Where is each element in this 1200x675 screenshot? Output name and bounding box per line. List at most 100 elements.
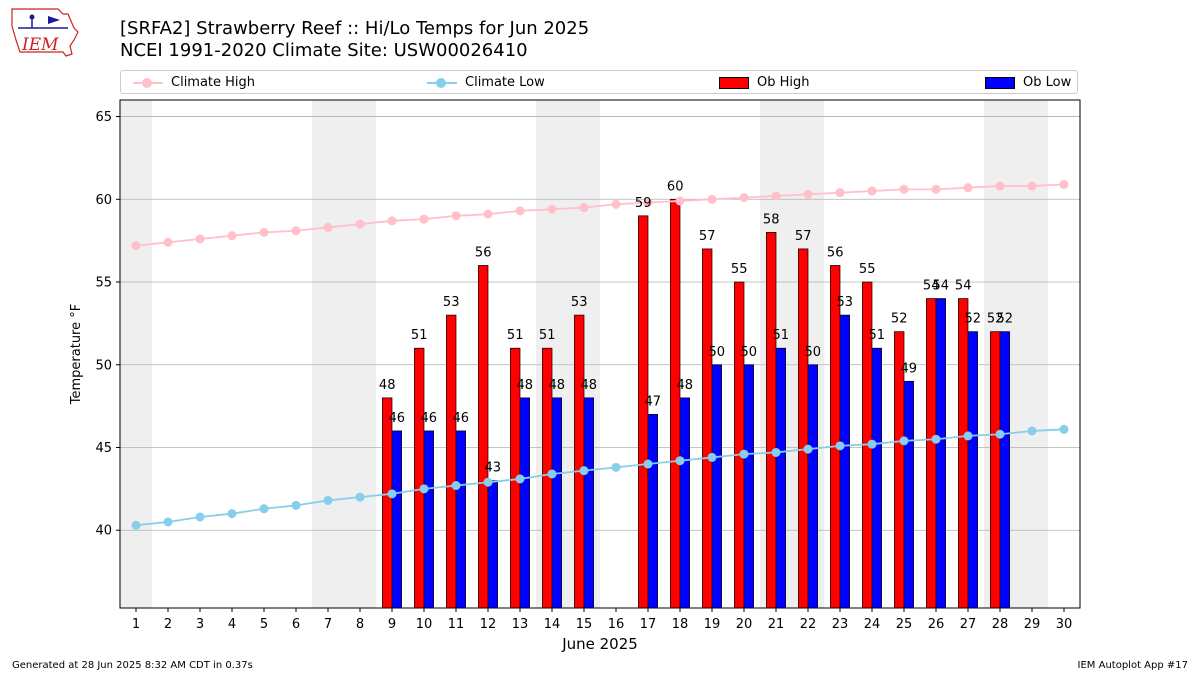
bar-ob-high-10 <box>414 347 425 609</box>
point-climate-low-21 <box>771 447 781 457</box>
point-climate-low-24 <box>867 439 877 449</box>
x-tick-label-20: 20 <box>736 617 753 632</box>
bar-ob-high-28 <box>990 331 1001 609</box>
bar-label-ob-low-23: 53 <box>837 295 854 310</box>
bar-label-ob-high-20: 55 <box>731 262 748 277</box>
bar-label-ob-high-27: 54 <box>955 279 972 294</box>
bar-label-ob-high-24: 55 <box>859 262 876 277</box>
bar-label-ob-high-26: 54 <box>923 279 940 294</box>
point-climate-low-23 <box>835 441 845 451</box>
x-axis-label: June 2025 <box>561 635 638 653</box>
bars <box>382 198 1010 609</box>
point-climate-low-27 <box>963 431 973 441</box>
point-climate-low-3 <box>195 512 205 522</box>
bar-ob-high-9 <box>382 397 393 609</box>
bar-label-ob-low-9: 46 <box>389 411 406 426</box>
bar-label-ob-high-12: 56 <box>475 245 492 260</box>
point-climate-low-20 <box>739 449 749 459</box>
bar-ob-low-23 <box>839 314 850 609</box>
generated-note: Generated at 28 Jun 2025 8:32 AM CDT in … <box>12 660 253 671</box>
point-climate-high-10 <box>419 214 429 224</box>
x-tick-label-2: 2 <box>164 617 172 632</box>
bar-label-ob-high-21: 58 <box>763 212 780 227</box>
line-climate-high <box>135 183 1065 247</box>
point-climate-high-13 <box>515 206 525 216</box>
bar-ob-high-15 <box>574 314 585 609</box>
bar-ob-low-24 <box>871 347 882 609</box>
x-tick-label-4: 4 <box>228 617 236 632</box>
bar-ob-high-12 <box>478 265 489 609</box>
climate-lines <box>131 179 1069 530</box>
x-tick-label-5: 5 <box>260 617 268 632</box>
bar-ob-low-15 <box>583 397 594 609</box>
point-climate-high-4 <box>227 231 237 241</box>
x-tick-label-19: 19 <box>704 617 721 632</box>
point-climate-low-7 <box>323 495 333 505</box>
bar-label-ob-low-22: 50 <box>805 345 822 360</box>
bar-ob-low-14 <box>551 397 562 609</box>
bar-label-ob-low-26: 54 <box>933 279 950 294</box>
bar-ob-low-13 <box>519 397 530 609</box>
bar-ob-low-17 <box>647 414 658 609</box>
point-climate-high-22 <box>803 189 813 199</box>
bar-ob-low-9 <box>391 430 402 609</box>
point-climate-low-26 <box>931 434 941 444</box>
point-climate-low-19 <box>707 452 717 462</box>
point-climate-high-27 <box>963 183 973 193</box>
weekend-band-7 <box>312 100 344 608</box>
bar-label-ob-high-22: 57 <box>795 229 812 244</box>
x-tick-label-17: 17 <box>640 617 657 632</box>
point-climate-high-15 <box>579 203 589 213</box>
x-tick-label-3: 3 <box>196 617 204 632</box>
bar-label-ob-high-14: 51 <box>539 328 556 343</box>
x-tick-label-1: 1 <box>132 617 140 632</box>
point-climate-low-6 <box>291 500 301 510</box>
point-climate-high-14 <box>547 204 557 214</box>
x-tick-label-24: 24 <box>864 617 881 632</box>
bar-ob-high-23 <box>830 265 841 609</box>
bar-label-ob-low-20: 50 <box>741 345 758 360</box>
bar-label-ob-low-12: 43 <box>485 461 502 476</box>
bar-label-ob-low-27: 52 <box>965 312 982 327</box>
x-tick-label-29: 29 <box>1024 617 1041 632</box>
bar-ob-high-18 <box>670 198 681 609</box>
point-climate-high-2 <box>163 237 173 247</box>
x-ticks: 1 2 3 4 5 6 7 8 9 10 11 12 13 14 15 16 17 18 19 20 21 22 23 24 2… <box>132 608 1072 632</box>
point-climate-low-30 <box>1059 424 1069 434</box>
bar-ob-high-21 <box>766 232 777 609</box>
bar-label-ob-high-11: 53 <box>443 295 460 310</box>
point-climate-high-1 <box>131 241 141 251</box>
iem-logo: IEM <box>11 8 79 57</box>
x-tick-label-26: 26 <box>928 617 945 632</box>
bar-ob-low-11 <box>455 430 466 609</box>
bar-ob-low-25 <box>903 380 914 609</box>
x-tick-label-25: 25 <box>896 617 913 632</box>
bar-ob-low-18 <box>679 397 690 609</box>
x-tick-label-10: 10 <box>416 617 433 632</box>
bar-ob-high-20 <box>734 281 745 609</box>
chart-subtitle: NCEI 1991-2020 Climate Site: USW00026410 <box>120 40 528 61</box>
legend: Climate High Climate Low Ob High Ob Low <box>120 70 1078 94</box>
bar-ob-low-28 <box>999 331 1010 609</box>
point-climate-high-5 <box>259 227 269 237</box>
grid-lines <box>120 116 1080 531</box>
bar-label-ob-low-25: 49 <box>901 361 918 376</box>
point-climate-low-10 <box>419 484 429 494</box>
legend-label-ob-high: Ob High <box>757 75 810 90</box>
point-climate-low-18 <box>675 456 685 466</box>
bar-label-ob-low-13: 48 <box>517 378 534 393</box>
legend-label-climate-low: Climate Low <box>465 75 545 90</box>
point-climate-low-22 <box>803 444 813 454</box>
x-tick-label-8: 8 <box>356 617 364 632</box>
bar-ob-high-17 <box>638 215 649 609</box>
bar-label-ob-high-17: 59 <box>635 196 652 211</box>
point-climate-high-20 <box>739 193 749 203</box>
bar-label-ob-low-11: 46 <box>453 411 470 426</box>
y-axis-label: Temperature °F <box>69 304 84 405</box>
point-climate-low-16 <box>611 462 621 472</box>
y-tick-label-60: 60 <box>95 193 112 208</box>
point-climate-low-25 <box>899 436 909 446</box>
bar-label-ob-low-14: 48 <box>549 378 566 393</box>
point-climate-low-8 <box>355 492 365 502</box>
